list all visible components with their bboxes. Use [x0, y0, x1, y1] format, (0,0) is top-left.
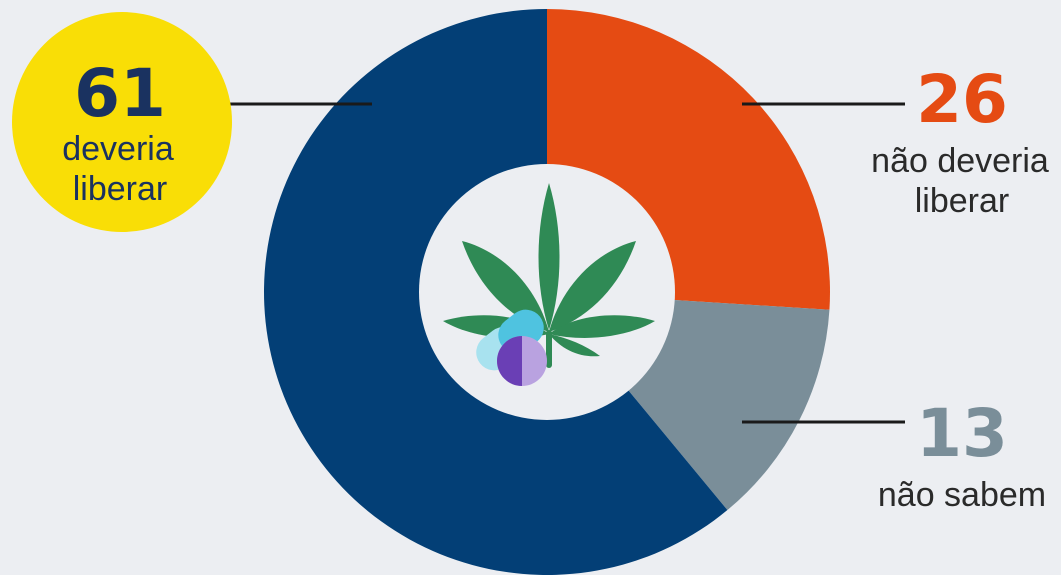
leaf-stem	[546, 330, 552, 368]
capsule-icon	[497, 336, 547, 386]
category-label-61-line2: liberar	[73, 170, 167, 208]
category-label-13-line1: não sabem	[878, 476, 1046, 514]
category-label-61-line1: deveria	[62, 130, 174, 168]
leaf-lower-right	[549, 315, 655, 338]
value-label-61: 61	[74, 55, 166, 132]
category-label-26-line1: não deveria	[871, 142, 1049, 180]
value-label-26: 26	[916, 61, 1008, 138]
connectors	[205, 102, 905, 424]
leaf-upper-right	[549, 241, 636, 332]
leaf-top	[538, 183, 560, 330]
cannabis-leaf-with-pills-icon	[443, 183, 655, 386]
category-label-26-line2: liberar	[915, 182, 1009, 220]
value-label-13: 13	[916, 395, 1008, 472]
highlight-circle	[12, 12, 232, 232]
leaf-upper-left	[462, 241, 549, 332]
leaf-bottom-right	[549, 334, 600, 357]
